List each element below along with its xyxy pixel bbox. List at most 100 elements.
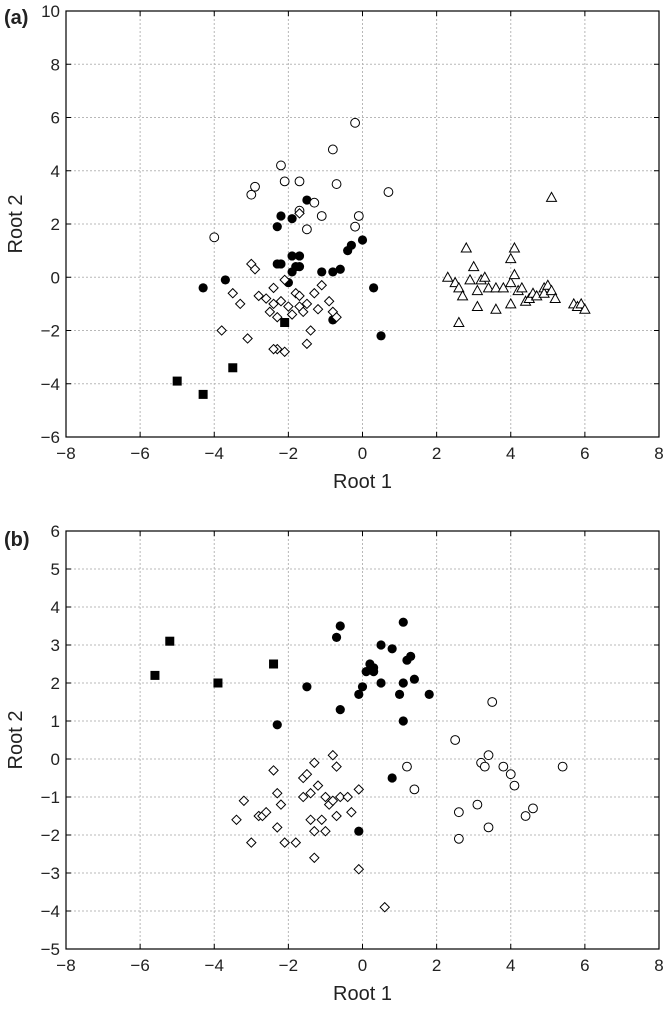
data-point-open-diamond [279, 346, 290, 358]
data-point-open-diamond [294, 290, 305, 302]
data-point-open-circle [483, 822, 494, 833]
data-point-open-diamond [234, 298, 246, 310]
data-point-open-circle [316, 211, 327, 221]
data-point-open-diamond [216, 325, 227, 336]
data-point-filled-circle [335, 621, 345, 631]
data-point-filled-circle [376, 640, 386, 650]
data-point-filled-circle [328, 267, 338, 277]
y-tick-label: 6 [51, 109, 60, 128]
x-tick-label: −8 [56, 956, 75, 975]
data-point-open-triangle [471, 300, 484, 312]
y-tick-label: 4 [51, 162, 60, 181]
x-tick-label: 6 [580, 444, 589, 463]
data-point-open-diamond [271, 822, 283, 833]
y-tick-label: −6 [41, 428, 60, 447]
x-tick-label: −4 [205, 444, 224, 463]
data-point-open-diamond [301, 338, 313, 350]
data-point-open-diamond [301, 768, 313, 780]
x-tick-label: 2 [432, 956, 441, 975]
data-point-open-circle [409, 784, 420, 795]
data-point-open-diamond [331, 311, 342, 323]
data-point-open-diamond [264, 306, 276, 318]
data-point-filled-circle [369, 667, 379, 677]
data-point-filled-circle [398, 678, 408, 688]
data-point-open-diamond [316, 814, 328, 826]
series-filled-square [150, 636, 279, 688]
data-point-open-circle [487, 697, 498, 707]
data-point-open-circle [479, 761, 490, 772]
data-point-open-diamond [309, 287, 320, 299]
data-point-filled-circle [357, 682, 368, 692]
data-point-open-triangle [471, 284, 484, 296]
data-point-open-circle [350, 221, 360, 232]
data-point-open-circle [350, 117, 360, 128]
data-point-open-diamond [268, 343, 279, 355]
data-point-open-circle [279, 176, 290, 187]
data-point-filled-circle [376, 678, 386, 688]
data-point-open-triangle [516, 281, 528, 293]
data-point-open-diamond [290, 837, 302, 848]
data-point-open-diamond [309, 825, 320, 837]
x-tick-label: 4 [506, 956, 515, 975]
data-point-open-circle [505, 769, 516, 780]
data-point-filled-circle [354, 689, 364, 700]
y-tick-label: 1 [51, 712, 60, 731]
data-point-open-diamond [279, 274, 290, 286]
data-point-open-triangle [549, 292, 562, 304]
data-point-open-diamond [268, 282, 279, 294]
data-point-open-diamond [320, 825, 331, 837]
data-point-open-diamond [342, 791, 353, 803]
data-point-filled-circle [302, 195, 312, 205]
data-point-filled-circle [331, 632, 342, 643]
data-point-open-diamond [242, 333, 253, 344]
data-point-open-triangle [508, 268, 521, 280]
data-point-open-diamond [249, 263, 261, 275]
data-point-open-diamond [275, 799, 287, 810]
data-point-open-diamond [327, 795, 339, 807]
data-point-open-diamond [294, 208, 305, 219]
data-point-open-circle [453, 807, 464, 818]
data-point-open-triangle [460, 241, 473, 253]
data-point-filled-circle [276, 259, 286, 269]
data-point-filled-circle [335, 264, 345, 274]
data-point-open-diamond [271, 311, 283, 323]
data-point-filled-square [213, 678, 223, 688]
data-point-open-diamond [231, 814, 242, 826]
data-point-open-circle [383, 187, 394, 197]
x-tick-label: −8 [56, 444, 75, 463]
data-point-filled-circle [387, 644, 397, 654]
panel-label: (a) [4, 7, 28, 29]
data-point-open-diamond [227, 287, 239, 299]
data-point-open-diamond [331, 761, 342, 772]
data-point-open-diamond [346, 806, 357, 818]
data-point-filled-circle [398, 716, 408, 726]
x-tick-label: −4 [205, 956, 224, 975]
data-point-open-circle [327, 144, 338, 155]
data-point-open-diamond [320, 791, 331, 803]
data-point-open-triangle [545, 284, 558, 296]
x-tick-label: −6 [130, 444, 149, 463]
series-open-circle [402, 697, 568, 844]
data-point-filled-circle [294, 262, 305, 272]
data-point-open-diamond [305, 325, 316, 336]
data-point-open-diamond [279, 837, 290, 848]
data-point-open-circle [453, 833, 464, 844]
panel-label: (b) [4, 529, 30, 551]
series-filled-square [172, 318, 290, 399]
data-point-open-diamond [312, 780, 324, 791]
data-point-open-triangle [453, 281, 465, 293]
data-point-open-circle [302, 224, 312, 235]
y-tick-label: 2 [51, 674, 60, 693]
data-point-open-circle [209, 232, 220, 243]
y-tick-label: 8 [51, 55, 60, 74]
data-point-filled-circle [198, 283, 208, 293]
y-tick-label: 6 [51, 522, 60, 541]
data-point-filled-circle [276, 211, 286, 221]
data-point-open-triangle [441, 271, 454, 282]
data-point-open-circle [294, 176, 305, 187]
data-point-open-diamond [297, 306, 309, 318]
data-point-open-circle [250, 181, 260, 192]
y-tick-label: −2 [41, 322, 60, 341]
data-point-open-circle [309, 197, 320, 208]
